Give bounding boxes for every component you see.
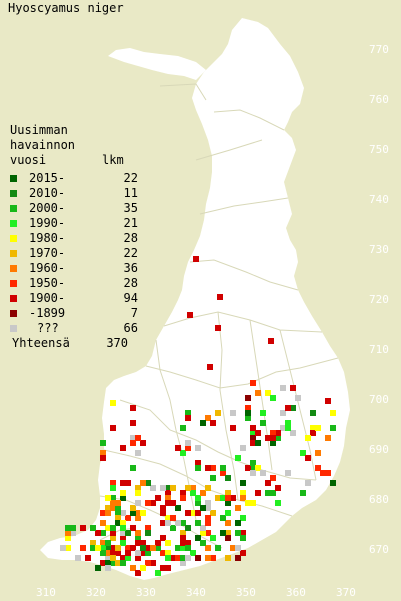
x-tick-label: 330 xyxy=(136,586,156,599)
legend-item-count: 11 xyxy=(123,186,138,200)
legend-swatch xyxy=(10,295,17,302)
legend-swatch xyxy=(10,205,17,212)
y-tick-label: 730 xyxy=(369,243,389,256)
legend-item-count: 66 xyxy=(123,321,138,335)
legend-item-label: 2010- xyxy=(29,186,66,200)
legend-item-label: ??? xyxy=(37,321,59,335)
legend-swatch xyxy=(10,310,17,317)
x-tick-label: 310 xyxy=(36,586,56,599)
x-tick-label: 350 xyxy=(236,586,256,599)
legend-item-label: 1950- xyxy=(29,276,66,290)
legend-swatch xyxy=(10,190,17,197)
legend-heading-line-1: Uusimman xyxy=(10,123,68,137)
y-tick-label: 680 xyxy=(369,493,389,506)
legend-item-count: 36 xyxy=(123,261,138,275)
y-tick-label: 670 xyxy=(369,543,389,556)
legend-swatch xyxy=(10,280,17,287)
legend-item-label: 1960- xyxy=(29,261,66,275)
legend-swatch xyxy=(10,325,17,332)
legend-item-count: 21 xyxy=(123,216,138,230)
legend-swatch xyxy=(10,175,17,182)
x-tick-label: 320 xyxy=(86,586,106,599)
x-tick-label: 370 xyxy=(336,586,356,599)
y-tick-label: 710 xyxy=(369,343,389,356)
y-tick-label: 690 xyxy=(369,443,389,456)
legend-count-header: lkm xyxy=(102,153,124,167)
x-tick-label: 340 xyxy=(186,586,206,599)
legend-item-count: 22 xyxy=(123,171,138,185)
legend-total-count: 370 xyxy=(106,336,128,350)
legend-item-label: 2015- xyxy=(29,171,66,185)
y-tick-label: 700 xyxy=(369,393,389,406)
legend-item-count: 7 xyxy=(130,306,138,320)
legend-total-label: Yhteensä xyxy=(12,336,70,350)
legend-swatch xyxy=(10,220,17,227)
y-tick-label: 750 xyxy=(369,143,389,156)
legend-item-count: 22 xyxy=(123,246,138,260)
legend-swatch xyxy=(10,235,17,242)
legend-item-label: 1900- xyxy=(29,291,66,305)
species-title: Hyoscyamus niger xyxy=(8,1,124,15)
legend-item-count: 28 xyxy=(123,231,138,245)
legend-item-label: 1980- xyxy=(29,231,66,245)
y-tick-label: 720 xyxy=(369,293,389,306)
legend-swatch xyxy=(10,265,17,272)
legend-heading-line-2: havainnon xyxy=(10,138,76,152)
legend-item-count: 94 xyxy=(123,291,138,305)
legend-item-label: -1899 xyxy=(29,306,66,320)
legend-item-label: 1970- xyxy=(29,246,66,260)
legend-item-count: 28 xyxy=(123,276,138,290)
legend-item-count: 35 xyxy=(123,201,138,215)
legend-swatch xyxy=(10,250,17,257)
y-tick-label: 760 xyxy=(369,93,389,106)
legend-heading-line-3: vuosi xyxy=(10,153,47,167)
y-tick-label: 740 xyxy=(369,193,389,206)
legend-item-label: 2000- xyxy=(29,201,66,215)
y-tick-label: 770 xyxy=(369,43,389,56)
legend-item-label: 1990- xyxy=(29,216,66,230)
x-tick-label: 360 xyxy=(286,586,306,599)
observation-grid-squares xyxy=(60,256,336,576)
